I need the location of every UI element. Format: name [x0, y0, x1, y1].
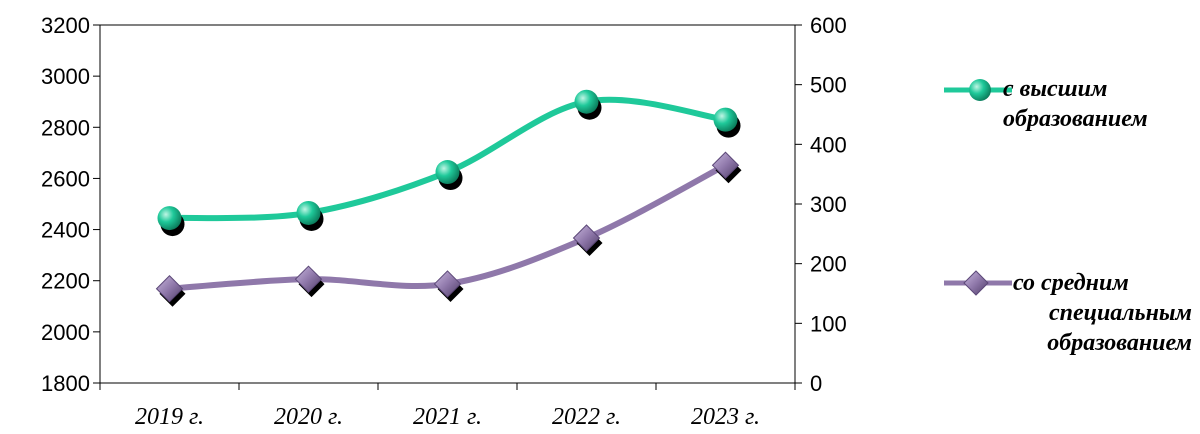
marker-dot: [296, 200, 321, 225]
x-tick-label: 2019 г.: [135, 404, 204, 430]
marker-diamond: [711, 151, 740, 179]
marker-diamond: [572, 224, 601, 252]
y-left-tick-label: 2000: [41, 320, 90, 345]
marker-dot: [574, 89, 599, 114]
marker-dot: [435, 160, 460, 185]
y-right-tick-label: 600: [810, 13, 847, 38]
y-right-tick-label: 400: [810, 132, 847, 157]
data-point: [296, 200, 324, 231]
marker-dot: [157, 206, 182, 231]
legend-line: со средним: [1013, 270, 1129, 296]
legend-line: образованием: [1003, 106, 1148, 132]
legend-marker-secondary-special-education: [944, 270, 1012, 296]
y-right-tick-label: 200: [810, 252, 847, 277]
data-point: [435, 160, 463, 191]
legend-label-secondary-special-education: со средним специальным образованием: [1005, 268, 1192, 358]
y-right-tick-label: 300: [810, 192, 847, 217]
data-point: [155, 275, 186, 307]
x-tick-label: 2022 г.: [552, 404, 621, 430]
legend-marker-circle: [969, 79, 991, 101]
series-line-0: [166, 96, 729, 222]
series-layer: [155, 89, 742, 307]
y-left-tick-label: 3000: [41, 64, 90, 89]
legend-label-higher-education: с высшим образованием: [1003, 74, 1148, 134]
data-point: [713, 107, 741, 138]
marker-diamond: [155, 275, 184, 303]
legend-line: специальным: [1048, 300, 1192, 326]
y-left-tick-label: 2200: [41, 269, 90, 294]
y-left-tick-label: 2600: [41, 166, 90, 191]
marker-diamond: [433, 270, 462, 298]
y-left-tick-label: 2800: [41, 115, 90, 140]
data-point: [433, 270, 464, 302]
legend-line: с высшим: [1003, 76, 1108, 102]
y-right-tick-label: 100: [810, 311, 847, 336]
x-tick-label: 2021 г.: [413, 404, 482, 430]
x-tick-label: 2020 г.: [274, 404, 343, 430]
axes: 1800 2000 2200 2400 2600 2800 3000 3200 0 100 200 3…: [41, 13, 847, 430]
x-tick-label: 2023 г.: [691, 404, 760, 430]
plot-frame: [99, 24, 796, 384]
data-point: [572, 224, 603, 257]
data-point: [157, 206, 185, 237]
y-left-tick-label: 2400: [41, 218, 90, 243]
data-point: [574, 89, 602, 120]
marker-diamond: [294, 265, 323, 293]
y-left-tick-label: 3200: [41, 13, 90, 38]
legend-line: образованием: [1047, 330, 1192, 356]
y-right-tick-label: 0: [810, 371, 822, 396]
y-right-tick-label: 500: [810, 73, 847, 98]
marker-dot: [713, 107, 738, 132]
y-left-tick-label: 1800: [41, 371, 90, 396]
data-point: [294, 265, 325, 298]
data-point: [711, 151, 742, 184]
legend-marker-diamond: [963, 270, 989, 296]
legend-marker-higher-education: [944, 79, 1012, 101]
